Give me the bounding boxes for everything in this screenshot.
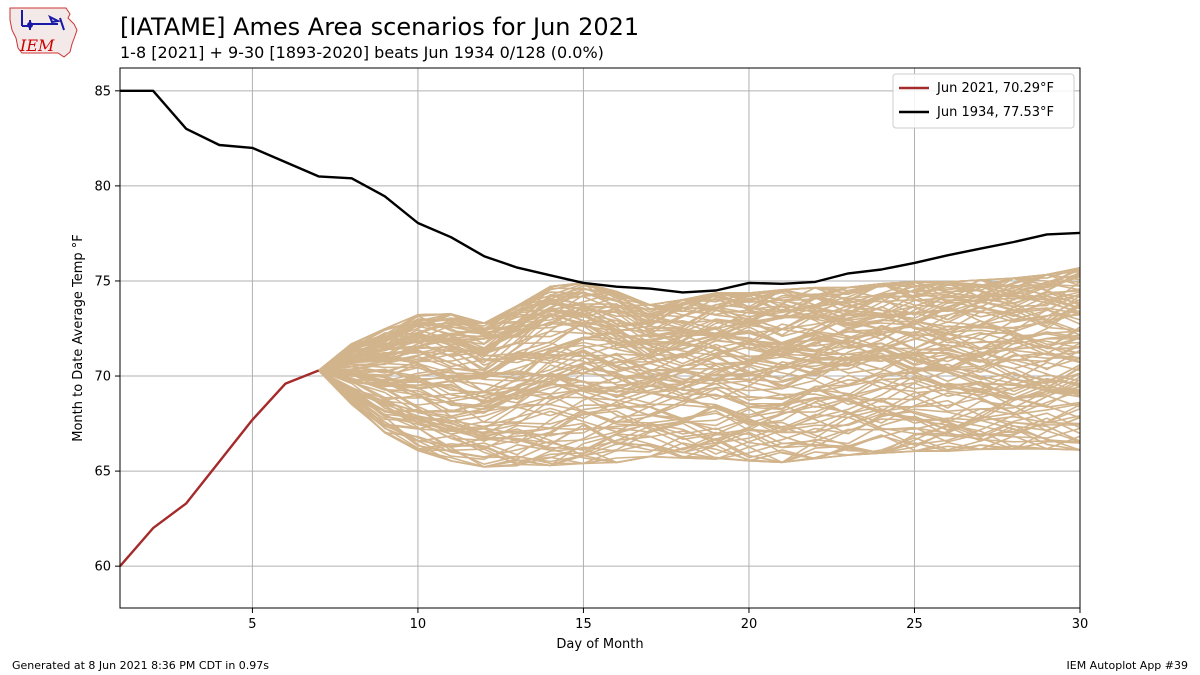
x-tick-label: 10 [410,617,427,632]
x-tick-label: 5 [248,617,256,632]
scenario-line [318,299,1081,374]
scenario-line [318,369,1081,458]
scenario-lines [318,267,1081,468]
y-tick-label: 85 [94,84,111,99]
scenario-line [318,369,1081,456]
series-line-jun-1934 [120,89,1081,294]
scenario-line [318,296,1081,393]
plot-frame [119,67,1081,609]
logo-text: IEM [19,36,55,55]
iem-logo[interactable]: IEM [9,7,78,58]
footer-generated: Generated at 8 Jun 2021 8:36 PM CDT in 0… [12,659,269,672]
x-tick-label: 30 [1072,617,1089,632]
scenario-line [318,326,1081,414]
footer-app: IEM Autoplot App #39 [1067,659,1189,672]
scenario-line [318,344,1081,410]
legend-label-current: Jun 2021, 70.29°F [936,81,1054,96]
y-tick-label: 65 [94,465,111,480]
scenario-line [318,369,1081,434]
scenario-line [318,369,1081,466]
y-tick-label: 75 [94,274,111,289]
scenario-line [318,319,1081,384]
scenario-line [318,267,1081,372]
x-tick-label: 15 [575,617,592,632]
scenario-line [318,369,1081,468]
scenario-line [318,267,1081,373]
x-axis-ticks: 5 10 15 20 25 30 [248,608,1088,632]
y-axis-label: Month to Date Average Temp °F [71,234,86,442]
scenario-line [318,280,1081,372]
x-tick-label: 25 [906,617,923,632]
series-line-jun-2021 [119,369,320,567]
y-tick-label: 60 [94,560,111,575]
x-tick-label: 20 [741,617,758,632]
scenario-line [318,298,1081,372]
chart-subtitle: 1-8 [2021] + 9-30 [1893-2020] beats Jun … [120,43,604,62]
scenario-line [318,369,1081,468]
scenario-line [318,369,1081,451]
scenario-line [318,337,1081,389]
scenario-line [318,369,1081,461]
scenario-line [318,369,1081,437]
scenario-line [318,369,1081,423]
scenario-line [318,267,1081,387]
scenario-line [318,369,1081,432]
legend: Jun 2021, 70.29°F Jun 1934, 77.53°F [892,73,1075,129]
y-tick-label: 70 [94,370,111,385]
scenario-line [318,279,1081,372]
main-series-lines [119,89,1081,567]
weather-station-dot-icon [27,22,33,28]
y-tick-label: 80 [94,179,111,194]
y-axis-ticks: 60 65 70 75 80 85 [94,84,120,575]
chart-title: [IATAME] Ames Area scenarios for Jun 202… [120,13,639,41]
scenario-line [318,297,1081,382]
scenario-line [318,336,1081,404]
scenario-line [318,305,1081,386]
x-axis-label: Day of Month [556,637,643,652]
legend-label-record: Jun 1934, 77.53°F [936,105,1054,120]
legend-box [892,73,1075,129]
scenario-line [318,369,1081,465]
scenario-line [318,267,1081,372]
